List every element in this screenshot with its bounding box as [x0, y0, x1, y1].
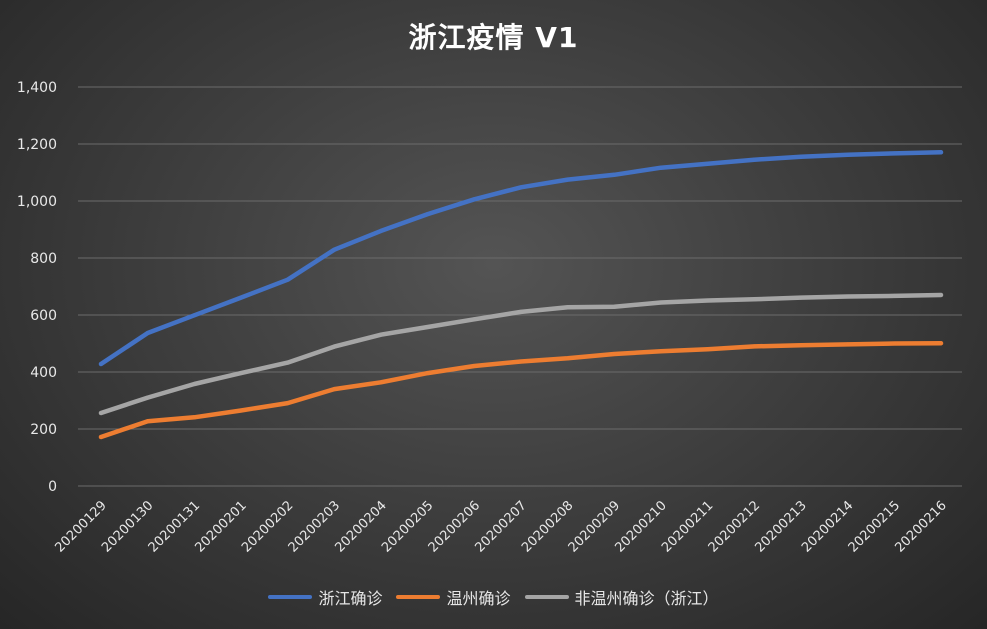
data-point [192, 313, 197, 318]
y-tick-label: 0 [48, 479, 57, 495]
data-point [659, 165, 663, 170]
legend-swatch [268, 595, 313, 599]
data-point [705, 347, 710, 352]
data-point [519, 359, 523, 364]
data-point [379, 228, 383, 233]
data-point [472, 317, 477, 322]
legend-item: 温州确诊 [396, 585, 511, 609]
data-point [379, 332, 383, 337]
data-point [705, 161, 710, 166]
data-point [332, 247, 337, 252]
data-point [425, 212, 430, 217]
data-point [799, 154, 803, 159]
data-point [145, 395, 150, 400]
legend-item: 非温州确诊（浙江） [524, 585, 719, 609]
y-tick-label: 1,400 [17, 80, 57, 96]
y-tick-label: 400 [30, 365, 57, 381]
data-point [752, 297, 757, 302]
data-point [425, 324, 430, 329]
data-point [285, 360, 290, 365]
data-point [612, 172, 617, 177]
data-point [799, 343, 803, 348]
data-point [799, 295, 803, 300]
data-point [659, 300, 663, 305]
data-point [705, 298, 710, 303]
data-point [612, 352, 617, 357]
data-point [519, 309, 523, 314]
data-point [145, 419, 150, 424]
chart-title: 浙江疫情 V1 [408, 21, 579, 54]
data-point [752, 157, 757, 162]
gridlines [78, 86, 962, 487]
data-point [239, 371, 243, 376]
data-point [285, 277, 290, 282]
data-point [285, 401, 290, 406]
legend-swatch [524, 595, 569, 599]
data-point [99, 362, 103, 367]
data-point [752, 344, 757, 349]
data-point [519, 185, 523, 190]
data-point [379, 380, 383, 385]
data-point [239, 408, 243, 413]
data-point [332, 387, 337, 392]
legend-label: 温州确诊 [446, 589, 511, 608]
data-point [612, 304, 617, 309]
data-point [892, 341, 897, 346]
data-point [845, 342, 850, 347]
data-point [939, 341, 943, 346]
y-tick-label: 1,200 [17, 137, 57, 153]
data-point [845, 152, 850, 157]
data-point [565, 305, 570, 310]
data-point [332, 344, 337, 349]
y-tick-label: 1,000 [17, 194, 57, 210]
data-point [99, 434, 103, 439]
data-point [472, 364, 477, 369]
y-axis-ticks: 0 200 400 600 800 1,000 1,200 1,400 [17, 80, 57, 495]
data-point [659, 349, 663, 354]
data-point [939, 150, 943, 155]
series-lines [98, 150, 944, 440]
data-point [565, 177, 570, 182]
data-point [192, 381, 197, 386]
data-point [192, 415, 197, 420]
legend-swatch [396, 595, 441, 599]
data-point [425, 371, 430, 376]
data-point [939, 293, 943, 298]
y-tick-label: 600 [30, 308, 57, 324]
data-point [565, 356, 570, 361]
data-point [472, 197, 477, 202]
legend-label: 浙江确诊 [318, 589, 383, 608]
y-tick-label: 800 [30, 251, 57, 267]
y-tick-label: 200 [30, 422, 57, 438]
series-line-1 [98, 340, 944, 440]
legend-item: 浙江确诊 [268, 585, 382, 609]
data-point [845, 294, 850, 299]
legend-label: 非温州确诊（浙江） [574, 589, 719, 608]
chart-legend: 浙江确诊 温州确诊 非温州确诊（浙江） [0, 585, 987, 609]
data-point [99, 411, 103, 416]
data-point [145, 330, 150, 335]
data-point [239, 295, 243, 300]
x-axis-ticks: 2020012920200130202001312020020120200202… [52, 498, 949, 555]
data-point [892, 293, 897, 298]
data-point [892, 151, 897, 156]
